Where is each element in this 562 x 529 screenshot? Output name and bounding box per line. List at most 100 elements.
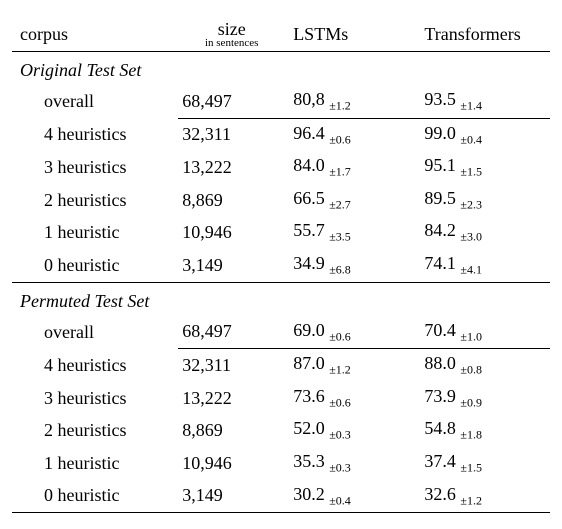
row-size: 8,869 — [178, 414, 285, 447]
row-name: 1 heuristic — [12, 216, 178, 249]
m1-err: ±1.2 — [329, 99, 351, 113]
section-title: Permuted Test Set — [12, 282, 550, 316]
row-name: 0 heuristic — [12, 249, 178, 282]
m2-err: ±0.8 — [460, 363, 482, 377]
row-m2: 37.4 ±1.5 — [416, 447, 550, 480]
m2-value: 88.0 — [424, 353, 456, 373]
m1-value: 34.9 — [293, 253, 325, 273]
m1-value: 66.5 — [293, 188, 325, 208]
row-m1: 66.5 ±2.7 — [285, 184, 416, 217]
row-size: 32,311 — [178, 118, 285, 151]
row-name: 1 heuristic — [12, 447, 178, 480]
m1-value: 69.0 — [293, 320, 325, 340]
row-m2: 73.9 ±0.9 — [416, 382, 550, 415]
m2-value: 89.5 — [424, 188, 456, 208]
m1-value: 84.0 — [293, 155, 325, 175]
row-size: 13,222 — [178, 382, 285, 415]
row-m2: 89.5 ±2.3 — [416, 184, 550, 217]
row-size: 3,149 — [178, 480, 285, 513]
m2-value: 95.1 — [424, 155, 456, 175]
row-m1: 30.2 ±0.4 — [285, 480, 416, 513]
row-m2: 88.0 ±0.8 — [416, 349, 550, 382]
m2-value: 73.9 — [424, 386, 456, 406]
m1-err: ±0.6 — [329, 395, 351, 409]
m2-value: 70.4 — [424, 320, 456, 340]
row-name: overall — [12, 85, 178, 118]
row-m2: 54.8 ±1.8 — [416, 414, 550, 447]
m2-value: 54.8 — [424, 418, 456, 438]
header-size: sizein sentences — [178, 16, 285, 52]
m1-err: ±0.6 — [329, 132, 351, 146]
row-size: 10,946 — [178, 216, 285, 249]
row-m1: 35.3 ±0.3 — [285, 447, 416, 480]
row-m2: 84.2 ±3.0 — [416, 216, 550, 249]
m1-err: ±0.4 — [329, 493, 351, 507]
row-name: 4 heuristics — [12, 349, 178, 382]
row-name: 4 heuristics — [12, 118, 178, 151]
row-m2: 95.1 ±1.5 — [416, 151, 550, 184]
m1-err: ±1.2 — [329, 363, 351, 377]
m2-err: ±1.2 — [460, 493, 482, 507]
m1-err: ±1.7 — [329, 165, 351, 179]
row-m2: 93.5 ±1.4 — [416, 85, 550, 118]
results-table: corpussizein sentencesLSTMsTransformersO… — [12, 16, 550, 513]
row-size: 32,311 — [178, 349, 285, 382]
m1-value: 52.0 — [293, 418, 325, 438]
row-m2: 74.1 ±4.1 — [416, 249, 550, 282]
row-size: 10,946 — [178, 447, 285, 480]
m1-err: ±2.7 — [329, 197, 351, 211]
row-m1: 80,8 ±1.2 — [285, 85, 416, 118]
m2-err: ±0.4 — [460, 132, 482, 146]
m1-value: 96.4 — [293, 123, 325, 143]
row-m1: 52.0 ±0.3 — [285, 414, 416, 447]
m1-value: 80,8 — [293, 89, 325, 109]
m2-err: ±0.9 — [460, 395, 482, 409]
row-size: 8,869 — [178, 184, 285, 217]
m2-err: ±1.0 — [460, 329, 482, 343]
m2-err: ±1.4 — [460, 99, 482, 113]
row-m2: 99.0 ±0.4 — [416, 118, 550, 151]
section-title: Original Test Set — [12, 52, 550, 86]
row-name: 2 heuristics — [12, 414, 178, 447]
row-name: 0 heuristic — [12, 480, 178, 513]
m2-err: ±1.8 — [460, 428, 482, 442]
header-size-sub: in sentences — [186, 38, 277, 49]
m2-err: ±4.1 — [460, 263, 482, 277]
row-size: 13,222 — [178, 151, 285, 184]
m1-err: ±0.3 — [329, 428, 351, 442]
m2-value: 74.1 — [424, 253, 456, 273]
m1-value: 35.3 — [293, 451, 325, 471]
row-m2: 70.4 ±1.0 — [416, 316, 550, 349]
header-corpus: corpus — [12, 16, 178, 52]
row-size: 3,149 — [178, 249, 285, 282]
row-name: 2 heuristics — [12, 184, 178, 217]
row-size: 68,497 — [178, 316, 285, 349]
m1-value: 73.6 — [293, 386, 325, 406]
row-m2: 32.6 ±1.2 — [416, 480, 550, 513]
row-m1: 73.6 ±0.6 — [285, 382, 416, 415]
m2-value: 99.0 — [424, 123, 456, 143]
m2-err: ±1.5 — [460, 461, 482, 475]
m2-err: ±3.0 — [460, 230, 482, 244]
row-m1: 96.4 ±0.6 — [285, 118, 416, 151]
row-name: 3 heuristics — [12, 151, 178, 184]
m2-value: 37.4 — [424, 451, 456, 471]
m1-value: 55.7 — [293, 220, 325, 240]
m1-err: ±0.3 — [329, 461, 351, 475]
row-name: 3 heuristics — [12, 382, 178, 415]
m1-err: ±3.5 — [329, 230, 351, 244]
header-m1: LSTMs — [285, 16, 416, 52]
m2-value: 32.6 — [424, 484, 456, 504]
row-m1: 34.9 ±6.8 — [285, 249, 416, 282]
m1-err: ±6.8 — [329, 263, 351, 277]
m2-err: ±2.3 — [460, 197, 482, 211]
m1-value: 30.2 — [293, 484, 325, 504]
row-m1: 87.0 ±1.2 — [285, 349, 416, 382]
m2-value: 93.5 — [424, 89, 456, 109]
row-name: overall — [12, 316, 178, 349]
m1-value: 87.0 — [293, 353, 325, 373]
m2-err: ±1.5 — [460, 165, 482, 179]
row-m1: 55.7 ±3.5 — [285, 216, 416, 249]
m2-value: 84.2 — [424, 220, 456, 240]
m1-err: ±0.6 — [329, 329, 351, 343]
